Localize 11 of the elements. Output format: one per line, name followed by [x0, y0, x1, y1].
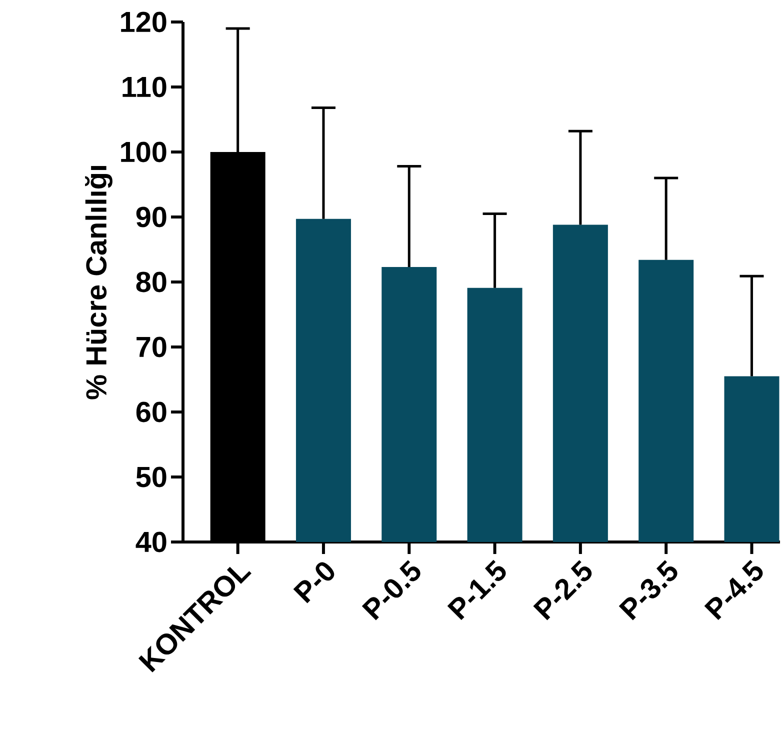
y-tick-label: 80: [136, 272, 166, 292]
x-tick-label: P-0: [293, 562, 334, 604]
y-tick-label: 40: [136, 532, 166, 552]
y-tick-label: 70: [136, 336, 166, 358]
y-tick-label: 90: [136, 206, 166, 228]
y-tick-label: 100: [121, 142, 166, 162]
y-tick-label: 110: [122, 76, 166, 98]
y-axis-title: % Hücre Canlılığı: [85, 166, 112, 400]
y-tick-label: 60: [136, 402, 166, 422]
y-tick-label: 120: [121, 12, 166, 32]
y-tick-label: 50: [136, 466, 166, 488]
